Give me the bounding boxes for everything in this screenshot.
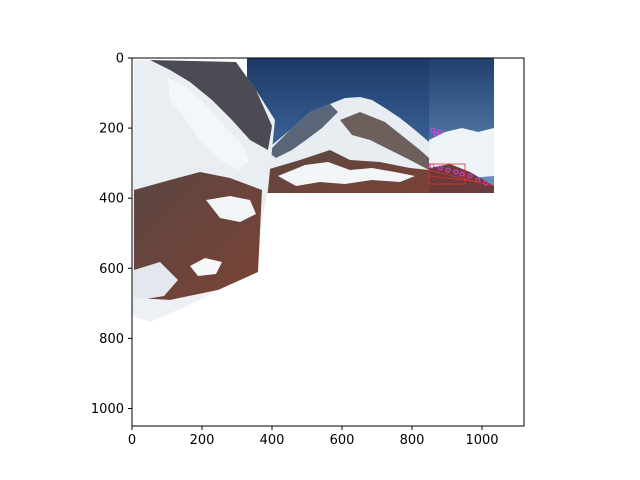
y-tick-label: 600: [99, 262, 124, 277]
left-image-dark-ridge: [150, 60, 272, 150]
match-lines: [428, 163, 495, 187]
panorama-image: [132, 58, 495, 322]
x-tick-label: 800: [400, 433, 425, 448]
right-image-ridge: [429, 164, 494, 193]
snow-field-middle: [278, 162, 415, 186]
x-tick-label: 1000: [465, 433, 498, 448]
y-tick-label: 1000: [91, 402, 124, 417]
x-tick-label: 400: [260, 433, 285, 448]
y-tick-label: 200: [99, 122, 124, 137]
mountain-rock-ridge: [340, 112, 429, 170]
x-tick-label: 600: [330, 433, 355, 448]
left-image-bottom-snow: [134, 290, 218, 322]
mountain-shadow-left: [268, 104, 338, 158]
x-axis-ticks: 0 200 400 600 800 1000: [128, 426, 499, 448]
left-image-snow-patch: [206, 196, 256, 222]
y-tick-label: 400: [99, 192, 124, 207]
x-tick-label: 0: [128, 433, 136, 448]
left-image-snow-band: [168, 78, 250, 170]
y-tick-label: 0: [116, 52, 124, 67]
y-axis-ticks: 0 200 400 600 800 1000: [91, 52, 132, 417]
y-tick-label: 800: [99, 332, 124, 347]
left-image-snow-lower: [134, 262, 178, 300]
left-image-snow-patch-2: [190, 258, 222, 276]
axes-frame: [131, 57, 525, 427]
x-tick-label: 200: [190, 433, 215, 448]
